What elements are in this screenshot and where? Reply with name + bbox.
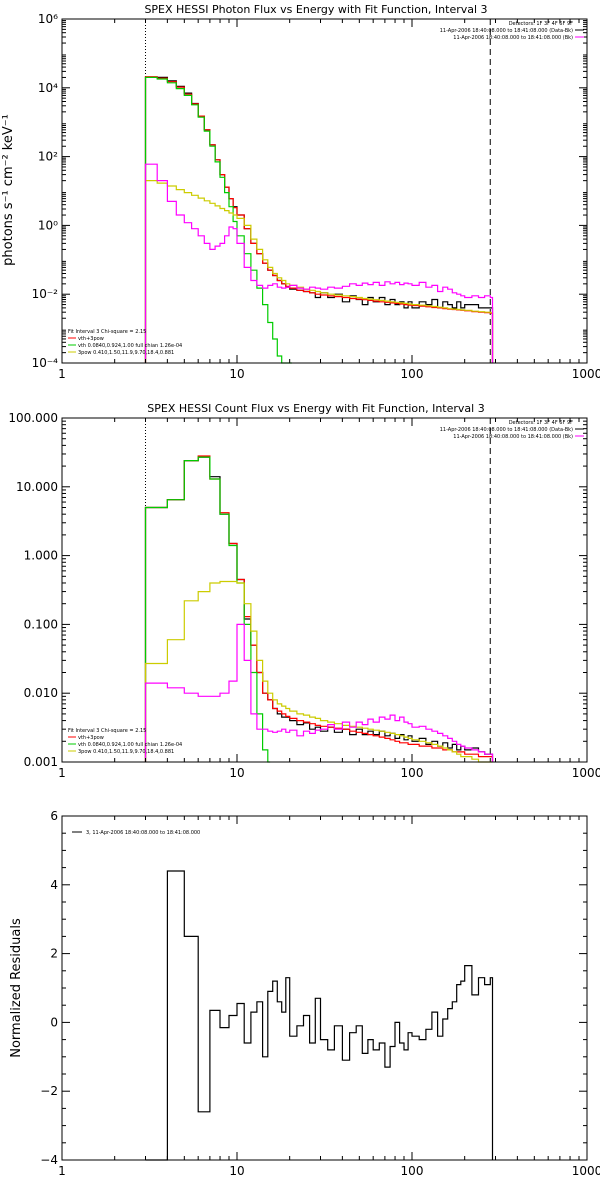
photon-flux-fit-legend: Fit Interval 3 Chi-square = 2.15vth+3pow… <box>68 329 182 356</box>
series-3pow <box>144 580 493 763</box>
residuals-plot-area <box>145 870 494 1161</box>
photon-flux-axes: 1 10 100 1000 10⁻⁴ 10⁻² 10⁰ 10² 10⁴ 10⁶ <box>32 12 600 381</box>
residuals-axes: 1 10 100 1000 −4 −2 0 2 4 6 <box>40 809 600 1178</box>
y-tick-label: 2 <box>50 947 58 961</box>
x-tick-label: 1 <box>58 1164 66 1178</box>
x-tick-label: 1000 <box>572 766 600 780</box>
x-tick-label: 1 <box>58 766 66 780</box>
x-tick-label: 10 <box>229 1164 244 1178</box>
series-vth-3pow <box>144 455 494 762</box>
info-legend-text: 11-Apr-2006 18:40:08.000 to 18:41:08.000… <box>453 35 573 41</box>
photon-flux-title: SPEX HESSI Photon Flux vs Energy with Fi… <box>144 3 487 16</box>
fit-legend-text: 3pow 0.410,1.50,11.9,9.70,18.4,0.881 <box>78 350 174 356</box>
photon-flux-plot-area <box>144 19 494 364</box>
x-tick-label: 1000 <box>572 1164 600 1178</box>
count-flux-fit-legend: Fit Interval 3 Chi-square = 2.15vth+3pow… <box>68 728 182 755</box>
series-data-bk <box>144 456 494 762</box>
x-tick-label: 100 <box>401 1164 424 1178</box>
fit-legend-text: 3pow 0.410,1.50,11.9,9.70,18.4,0.881 <box>78 749 174 755</box>
series-vth-3pow <box>144 76 494 363</box>
y-tick-label: 0.001 <box>24 755 58 769</box>
series-vth <box>144 456 271 763</box>
info-legend-text: Detectors: 1F 3F 4F 6F 9F <box>509 21 573 27</box>
x-tick-label: 1 <box>58 367 66 381</box>
y-tick-label: 1.000 <box>24 549 58 563</box>
info-legend-text: 11-Apr-2006 18:40:08.000 to 18:41:08.000… <box>453 434 573 440</box>
y-tick-label: 10⁻⁴ <box>32 356 59 370</box>
count-flux-plot-area <box>144 418 494 763</box>
info-legend-text: 11-Apr-2006 18:40:08.000 to 18:41:08.000… <box>440 28 573 34</box>
count-flux-title: SPEX HESSI Count Flux vs Energy with Fit… <box>147 402 484 415</box>
fit-legend-text: Fit Interval 3 Chi-square = 2.15 <box>68 329 146 335</box>
x-tick-label: 100 <box>401 766 424 780</box>
y-tick-label: −4 <box>40 1153 58 1167</box>
photon-flux-panel: SPEX HESSI Photon Flux vs Energy with Fi… <box>1 3 600 381</box>
y-tick-label: 10² <box>38 150 58 164</box>
x-tick-label: 10 <box>229 766 244 780</box>
y-tick-label: 0.010 <box>24 686 58 700</box>
residuals-frame <box>61 815 588 1161</box>
x-tick-label: 10 <box>229 367 244 381</box>
y-tick-label: 10⁰ <box>38 218 58 232</box>
info-legend-text: Detectors: 1F 3F 4F 6F 9F <box>509 420 573 426</box>
residuals-ylabel: Normalized Residuals <box>9 918 24 1058</box>
y-tick-label: −2 <box>40 1084 58 1098</box>
y-tick-label: 10.000 <box>16 480 58 494</box>
y-tick-label: 10⁶ <box>38 12 58 26</box>
count-flux-frame <box>61 417 588 763</box>
fit-legend-text: vth+3pow <box>78 735 104 741</box>
photon-flux-frame <box>61 18 588 364</box>
y-tick-label: 10⁴ <box>38 81 58 95</box>
y-tick-label: 6 <box>50 809 58 823</box>
x-tick-label: 100 <box>401 367 424 381</box>
series-3-11-apr-2006-18-40-08-000-to-18-41-08-000 <box>145 870 494 1161</box>
fit-legend-text: vth 0.0840,0.924,1.00 full chian 1.26e-0… <box>78 343 182 349</box>
fit-legend-text: Fit Interval 3 Chi-square = 2.15 <box>68 728 146 734</box>
photon-flux-ylabel: photons s⁻¹ cm⁻² keV⁻¹ <box>1 114 16 266</box>
residuals-legend: 3, 11-Apr-2006 18:40:08.000 to 18:41:08.… <box>72 830 200 836</box>
count-flux-axes: 1 10 100 1000 0.001 0.010 0.100 1.000 10.000 100.… <box>8 411 600 780</box>
count-flux-panel: SPEX HESSI Count Flux vs Energy with Fit… <box>8 402 600 780</box>
series-bk <box>144 623 494 762</box>
legend-text: 3, 11-Apr-2006 18:40:08.000 to 18:41:08.… <box>86 830 200 836</box>
y-tick-label: 100.000 <box>8 411 58 425</box>
series-3pow <box>144 180 494 363</box>
fit-legend-text: vth+3pow <box>78 336 104 342</box>
series-data-bk <box>144 76 494 363</box>
y-tick-label: 0 <box>50 1015 58 1029</box>
y-tick-label: 4 <box>50 878 58 892</box>
x-tick-label: 1000 <box>572 367 600 381</box>
y-tick-label: 10⁻² <box>32 287 59 301</box>
fit-legend-text: vth 0.0840,0.924,1.00 full chian 1.26e-0… <box>78 742 182 748</box>
y-tick-label: 0.100 <box>24 617 58 631</box>
info-legend-text: 11-Apr-2006 18:40:08.000 to 18:41:08.000… <box>440 427 573 433</box>
series-bk <box>144 163 494 363</box>
series-vth <box>144 76 292 364</box>
